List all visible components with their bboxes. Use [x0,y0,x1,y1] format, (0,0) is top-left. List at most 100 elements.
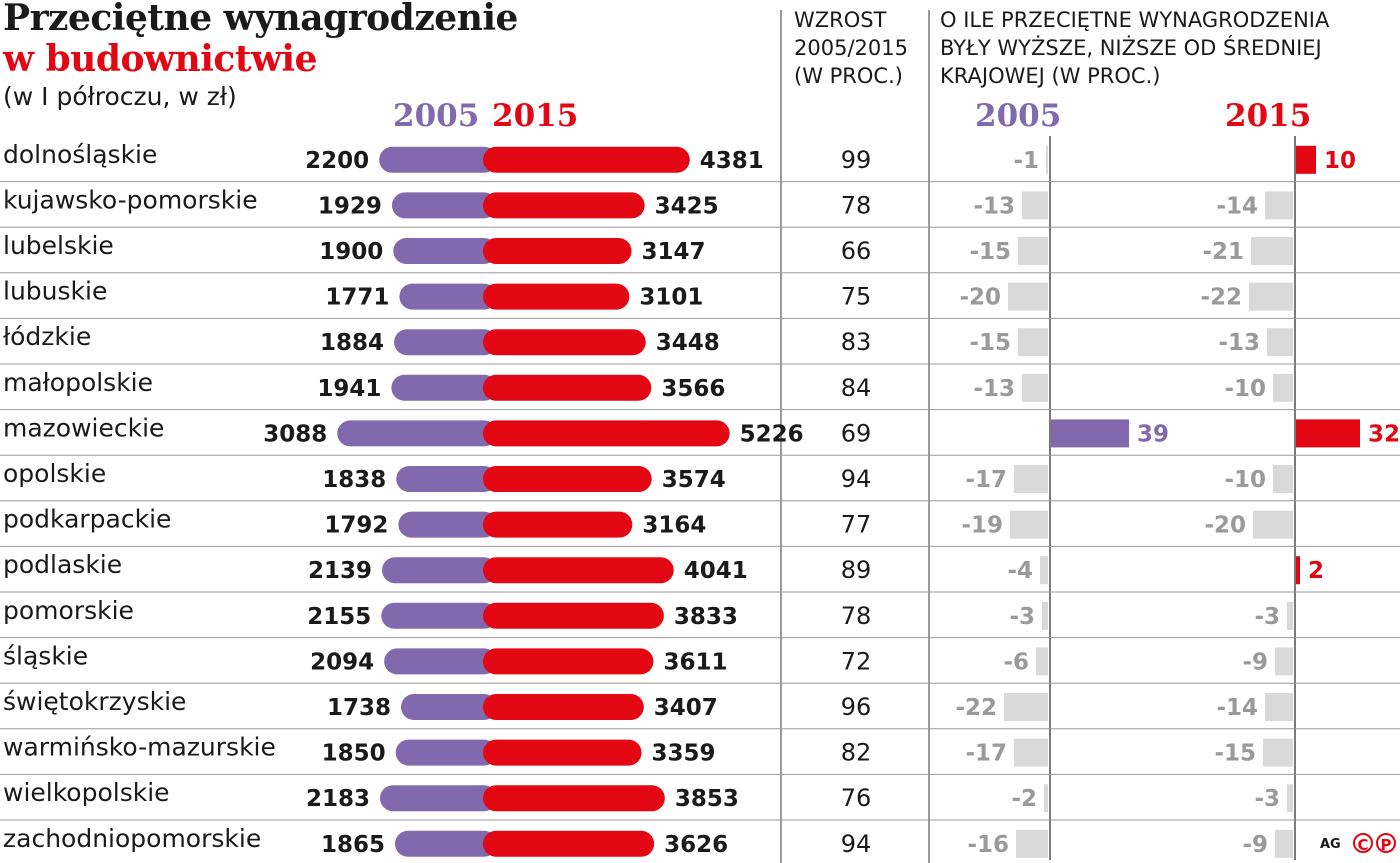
diff-2005-bar [1018,237,1048,265]
region-label: pomorskie [3,596,134,625]
bar-2005 [379,146,497,173]
bar-2015 [483,648,654,675]
bar-2005 [384,648,497,675]
diff-2005-bar [1008,282,1048,311]
diff-2005-label: -15 [969,330,1011,356]
bar-2005 [382,557,497,584]
region-label: podlaskie [3,550,122,579]
growth-value: 72 [841,647,872,675]
diff-2015-label: -15 [1214,741,1256,767]
bar-2015 [483,557,674,584]
diff-2015-label: -14 [1216,695,1258,721]
bar-2015 [483,146,690,173]
copyright-icon: C [1353,833,1373,854]
bar-2015 [483,785,665,812]
growth-value: 76 [841,784,872,812]
growth-value: 89 [841,556,872,584]
growth-value: 99 [841,146,872,174]
value-label-2015: 3164 [642,513,706,539]
diff-2015-bar [1265,191,1293,220]
bar-2015 [483,420,730,447]
region-label: mazowieckie [3,413,164,442]
value-label-2005: 2155 [307,604,371,630]
region-label: kujawsko-pomorskie [3,185,258,214]
region-label: wielkopolskie [3,778,170,807]
region-label: dolnośląskie [3,140,157,169]
diff-2015-bar [1296,145,1316,174]
bar-2015 [483,739,642,766]
diff-2005-label: -1 [1013,148,1039,174]
diff-2015-bar [1273,373,1293,402]
diff-column-header: O ILE PRZECIĘTNE WYNAGRODZENIA BYŁY WYŻS… [940,6,1329,90]
diff-2005-bar [1022,373,1048,402]
value-label-2015: 3574 [662,467,726,493]
value-label-2005: 2200 [305,148,369,174]
value-label-2005: 1850 [322,741,386,767]
bar-2015 [483,329,646,356]
diff-2015-label: 32 [1368,421,1400,447]
diff-2005-label: -16 [967,832,1009,858]
value-label-2015: 3611 [663,649,727,675]
bar-2005 [394,830,497,857]
diff-legend-2015: 2015 [1225,98,1312,134]
diff-2005-bar [1022,191,1048,220]
diff-2015-bar [1265,693,1293,721]
growth-value: 94 [841,465,872,493]
region-label: warmińsko-mazurskie [3,733,276,762]
region-label: lubelskie [3,231,114,260]
bar-2005 [391,374,497,401]
diff-2005-bar [1004,693,1048,721]
diff-2015-label: -14 [1216,193,1258,219]
diff-2015-label: -10 [1224,376,1266,402]
growth-value: 96 [841,693,872,721]
value-label-2015: 3147 [642,239,706,265]
growth-column-header: WZROST 2005/2015 (W PROC.) [794,6,924,90]
region-label: opolskie [3,459,106,488]
value-label-2005: 1771 [325,285,389,311]
diff-2015-bar [1296,556,1300,585]
value-label-2005: 1792 [324,513,388,539]
diff-2015-bar [1287,601,1293,630]
diff-2005-label: -13 [973,193,1015,219]
diff-2015-label: -9 [1242,832,1268,858]
bar-2005 [337,420,497,447]
bar-2015 [483,466,652,492]
diff-2005-bar [1044,784,1048,813]
bar-2015 [483,830,655,857]
diff-2015-bar [1275,647,1293,676]
value-label-2005: 2183 [306,786,370,812]
diff-2015-bar [1251,237,1293,265]
diff-2015-label: -10 [1224,467,1266,493]
diff-2015-bar [1287,784,1293,813]
value-label-2005: 1900 [319,239,383,265]
legend-2005: 2005 [393,98,480,134]
region-label: zachodniopomorskie [3,824,261,853]
diff-2015-bar [1253,510,1293,539]
diff-2005-label: -2 [1011,786,1037,812]
diff-2005-bar [1051,419,1129,448]
diff-2015-label: -3 [1254,786,1280,812]
growth-value: 69 [841,419,872,447]
value-label-2005: 1929 [318,193,382,219]
value-label-2005: 3088 [263,421,327,447]
value-label-2005: 1738 [327,695,391,721]
bar-2005 [391,192,497,219]
diff-2015-label: -21 [1202,239,1244,265]
bar-2015 [483,694,644,720]
bar-2005 [381,602,497,629]
diff-2005-bar [1014,738,1048,767]
value-label-2015: 3425 [655,193,719,219]
bar-2005 [379,785,497,812]
diff-2005-label: -15 [969,239,1011,265]
legend-2015: 2015 [492,98,579,134]
diff-header-text: O ILE PRZECIĘTNE WYNAGRODZENIA BYŁY WYŻS… [940,8,1330,88]
region-label: łódzkie [3,322,91,351]
bar-2015 [483,602,664,629]
growth-value: 78 [841,191,872,219]
diff-2005-bar [1010,510,1048,539]
growth-value: 94 [841,830,872,858]
bar-2005 [399,283,497,310]
value-label-2015: 5226 [740,421,804,447]
bar-2005 [393,238,497,264]
